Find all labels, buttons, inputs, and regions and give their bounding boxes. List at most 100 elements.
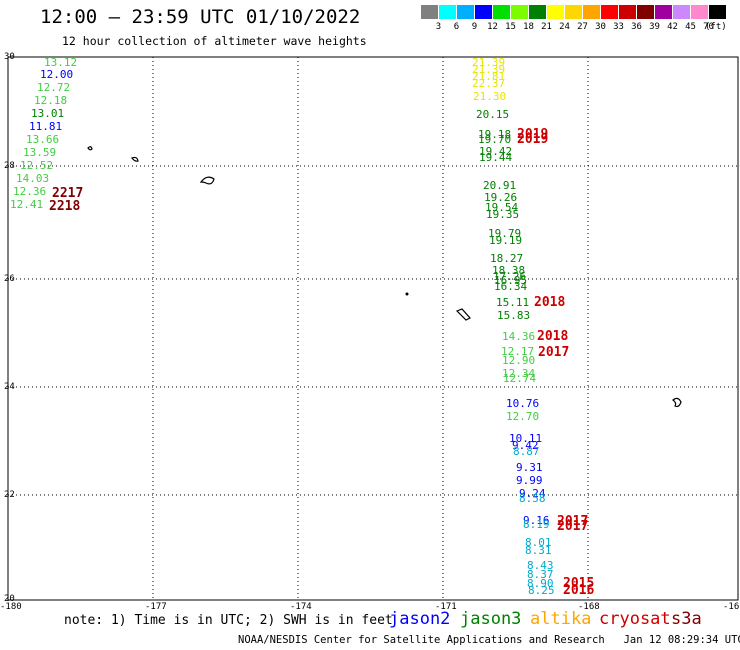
wave-height-label: 10.76 xyxy=(506,397,540,410)
color-swatch xyxy=(529,5,546,19)
wave-height-label: 8.19 xyxy=(523,518,550,531)
wave-height-label: 17.26 xyxy=(493,270,527,283)
wave-height-label: 12.90 xyxy=(502,354,536,367)
wave-height-label: 15.11 xyxy=(496,296,530,309)
wave-height-label: 13.01 xyxy=(31,107,65,120)
wave-height-label: 22.37 xyxy=(472,77,506,90)
wave-height-label: 12.34 xyxy=(502,367,536,380)
legend-s3a: s3a xyxy=(671,609,702,629)
wave-height-label: 10.11 xyxy=(509,432,543,445)
plot-border xyxy=(7,56,739,601)
wave-height-label: 16.34 xyxy=(494,280,528,293)
wave-height-label: 19.42 xyxy=(479,145,513,158)
wave-height-label: 13.12 xyxy=(44,56,78,69)
color-swatch xyxy=(601,5,618,19)
color-legend-label: 36 xyxy=(631,22,642,32)
island-2 xyxy=(131,156,139,162)
color-swatch xyxy=(547,5,564,19)
wave-height-label: 12.00 xyxy=(40,68,74,81)
wave-height-label: 19.79 xyxy=(488,227,522,240)
wave-height-label: 19.70 xyxy=(478,133,512,146)
wave-height-label: 8.43 xyxy=(527,559,554,572)
wave-height-label: 21.30 xyxy=(473,90,507,103)
legend-jason3: jason3 xyxy=(460,609,522,629)
color-swatch xyxy=(655,5,672,19)
wave-height-label: 12.36 xyxy=(13,185,47,198)
lon-label-174: -174 xyxy=(290,602,312,612)
pass-time-label: 2217 xyxy=(52,186,84,201)
pass-time-label: 2018 xyxy=(534,295,566,310)
pass-time-label: 2218 xyxy=(49,199,81,214)
wave-height-label: 9.42 xyxy=(512,439,539,452)
island-4 xyxy=(405,292,409,296)
graticule xyxy=(8,57,738,600)
wave-height-label: 18.38 xyxy=(492,264,526,277)
color-legend-label: 3 xyxy=(435,22,442,32)
color-legend-label: 27 xyxy=(577,22,588,32)
wave-height-label: 8.90 xyxy=(527,577,554,590)
wave-height-label: 12.18 xyxy=(34,94,68,107)
wave-height-label: 8.58 xyxy=(519,492,546,505)
wave-height-label: 8.87 xyxy=(513,445,540,458)
page-subtitle: 12 hour collection of altimeter wave hei… xyxy=(62,34,367,48)
island-6 xyxy=(672,397,682,408)
wave-height-label: 19.44 xyxy=(479,151,513,164)
color-legend-label: 33 xyxy=(613,22,624,32)
wave-height-label: 8.37 xyxy=(527,568,554,581)
lat-label-26: 26 xyxy=(4,274,15,284)
wave-height-label: 8.01 xyxy=(525,536,552,549)
pass-time-label: 2016 xyxy=(563,583,595,598)
lon-label-16: -16 xyxy=(723,602,740,612)
credit-line: NOAA/NESDIS Center for Satellite Applica… xyxy=(238,634,740,646)
lon-label-177: -177 xyxy=(145,602,167,612)
legend-jason2: jason2 xyxy=(389,609,451,629)
wave-height-label: 12.17 xyxy=(501,345,535,358)
wave-height-label: 19.19 xyxy=(489,234,523,247)
wave-height-label: 9.31 xyxy=(516,461,543,474)
wave-height-label: 21.81 xyxy=(472,70,506,83)
wave-height-label: 13.66 xyxy=(26,133,60,146)
wave-height-label: 21.39 xyxy=(472,56,506,69)
wave-height-label: 20.15 xyxy=(476,108,510,121)
wave-height-label: 19.54 xyxy=(485,201,519,214)
wave-height-label: 21.39 xyxy=(472,63,506,76)
island-3 xyxy=(199,176,215,185)
pass-time-label: 2017 xyxy=(538,345,570,360)
color-legend-unit: (ft) xyxy=(705,22,727,32)
wave-height-label: 14.03 xyxy=(16,172,50,185)
color-legend-label: 70 xyxy=(703,22,714,32)
wave-height-label: 12.41 xyxy=(10,198,44,211)
color-legend-label: 21 xyxy=(541,22,552,32)
islands xyxy=(87,146,682,408)
wave-height-label: 12.72 xyxy=(37,81,71,94)
lat-label-20: 20 xyxy=(4,594,15,604)
color-legend-label: 9 xyxy=(471,22,478,32)
color-swatch xyxy=(565,5,582,19)
island-5 xyxy=(455,308,471,321)
wave-height-label: 15.83 xyxy=(497,309,531,322)
legend-altika: altika xyxy=(530,609,592,629)
lon-label-171: -171 xyxy=(435,602,457,612)
wave-height-label: 18.27 xyxy=(490,252,524,265)
wave-height-label: 8.31 xyxy=(525,544,552,557)
wave-height-label: 19.18 xyxy=(478,128,512,141)
color-swatch xyxy=(673,5,690,19)
color-swatch xyxy=(583,5,600,19)
page-title: 12:00 – 23:59 UTC 01/10/2022 xyxy=(40,6,361,28)
lat-label-22: 22 xyxy=(4,490,15,500)
lat-label-28: 28 xyxy=(4,161,15,171)
pass-time-label: 2017 xyxy=(557,514,589,529)
wave-height-label: 13.59 xyxy=(23,146,57,159)
lat-label-24: 24 xyxy=(4,382,15,392)
color-swatch xyxy=(421,5,438,19)
color-swatch xyxy=(511,5,528,19)
color-legend-label: 30 xyxy=(595,22,606,32)
island-1 xyxy=(87,146,93,151)
wave-height-label: 9.24 xyxy=(519,487,546,500)
color-swatch xyxy=(619,5,636,19)
color-swatch xyxy=(493,5,510,19)
lat-label-30: 30 xyxy=(4,52,15,62)
wave-height-label: 8.25 xyxy=(528,584,555,597)
wave-height-label: 12.74 xyxy=(503,372,537,385)
